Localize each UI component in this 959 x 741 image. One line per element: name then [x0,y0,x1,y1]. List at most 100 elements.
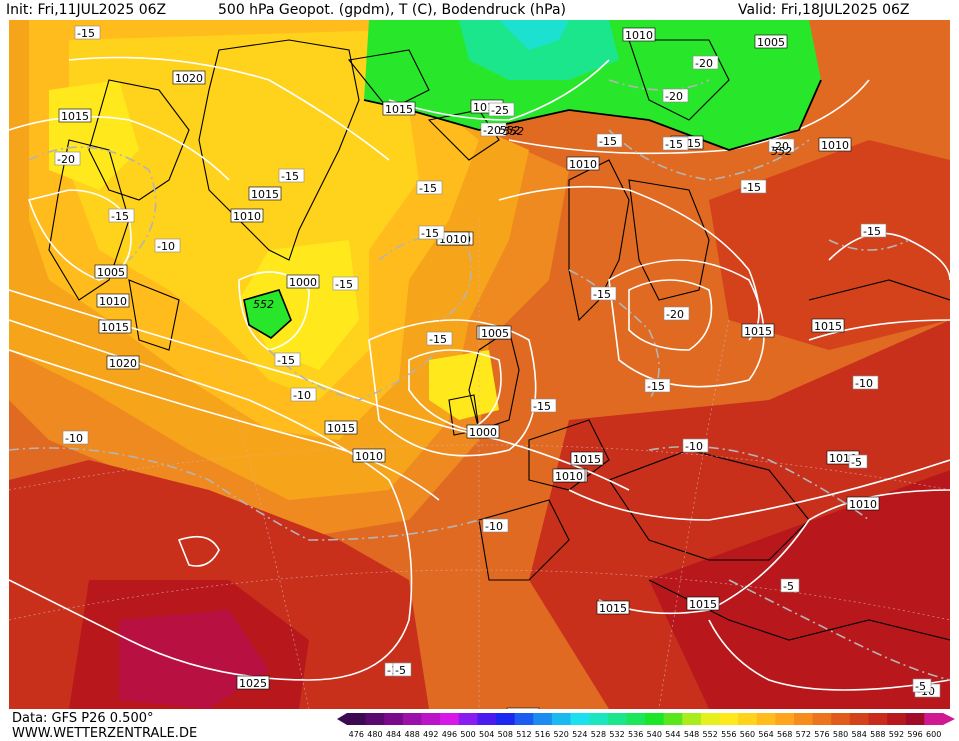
isobar-label: 1010 [352,448,386,463]
svg-text:-15: -15 [863,225,881,238]
colorbar-swatch [756,713,776,725]
valid-time: Valid: Fri,18JUL2025 06Z [738,2,910,18]
isobar-label: 1000 [466,424,500,439]
isobar-label: 1015 [98,319,132,334]
svg-text:-15: -15 [599,135,617,148]
colorbar-swatch [738,713,758,725]
temperature-label: -5 [848,454,868,469]
temperature-label: -10 [852,375,879,390]
temperature-label: -5 [780,578,800,593]
isobar-label: 1010 [506,707,540,709]
svg-text:-25: -25 [491,104,509,117]
geopot-contour-552 [363,79,822,151]
colorbar-swatch [384,713,404,725]
temperature-label: -15 [74,25,101,40]
temperature-lines [9,79,950,681]
svg-text:1000: 1000 [469,426,497,439]
colorbar-tick-label: 480 [367,730,382,739]
isobar-label: 1005 [754,34,788,49]
colorbar-tick-label: 588 [870,730,885,739]
colorbar-swatch [551,713,571,725]
svg-text:-15: -15 [277,354,295,367]
colorbar-swatch [682,713,702,725]
svg-text:1010: 1010 [555,470,583,483]
svg-text:-10: -10 [685,440,703,453]
colorbar-swatch [440,713,460,725]
temperature-label: -20 [480,122,507,137]
colorbar-tick-label: 552 [703,730,718,739]
svg-text:1015: 1015 [744,325,772,338]
temperature-label: -20 [54,151,81,166]
svg-text:1015: 1015 [251,188,279,201]
colorbar-swatch [514,713,534,725]
isobar-label: 1010 [96,293,130,308]
svg-text:1005: 1005 [481,327,509,340]
svg-text:-5: -5 [783,580,794,593]
temperature-label: -10 [62,430,89,445]
svg-text:1020: 1020 [109,357,137,370]
svg-text:1015: 1015 [599,602,627,615]
temperature-label: -20 [692,55,719,70]
isobar-label: 1015 [596,600,630,615]
colorbar-tick-label: 492 [423,730,438,739]
colorbar-tick-label: 488 [405,730,420,739]
svg-text:-20: -20 [695,57,713,70]
geopot-label: 552 [253,298,274,311]
svg-text:1015: 1015 [327,422,355,435]
isobar-label: 1005 [94,264,128,279]
isobar-label: 1015 [686,596,720,611]
isobar-label: 1015 [811,318,845,333]
svg-text:1010: 1010 [569,158,597,171]
colorbar-swatch [663,713,683,725]
temperature-label: -10 [290,387,317,402]
weather-map: 1020 1015 1015 1010 1005 1010 1015 1020 1015 1010… [9,20,950,709]
isobar-label: 1025 [236,675,270,690]
colorbar-tick-label: 560 [740,730,755,739]
svg-text:1015: 1015 [814,320,842,333]
svg-text:-20: -20 [483,124,501,137]
svg-text:-20: -20 [666,308,684,321]
colorbar-tick-label: 520 [554,730,569,739]
isobar-label: 1015 [741,323,775,338]
website-credit: WWW.WETTERZENTRALE.DE [12,726,198,741]
colorbar-tick-label: 584 [852,730,867,739]
svg-text:1010: 1010 [233,210,261,223]
svg-text:1010: 1010 [439,233,467,246]
svg-text:-15: -15 [281,170,299,183]
isobar-label: 1015 [570,451,604,466]
colorbar-tick-label: 484 [386,730,401,739]
isobar-label: 1010 [566,156,600,171]
temperature-label: -15 [418,225,445,240]
colorbar-swatch [905,713,925,725]
svg-text:1010: 1010 [821,139,849,152]
colorbar-swatch [458,713,478,725]
temperature-label: -15 [662,136,689,151]
colorbar-tick-label: 600 [926,730,941,739]
colorbar-swatch [421,713,441,725]
svg-text:1020: 1020 [175,72,203,85]
colorbar-swatch [570,713,590,725]
colorbar-tick-label: 476 [349,730,364,739]
svg-text:-15: -15 [593,288,611,301]
svg-text:1010: 1010 [99,295,127,308]
coastlines [48,39,950,641]
temperature-label: -10 [154,238,181,253]
isobar-label: 1005 [478,325,512,340]
isobar-label: 1010 [818,137,852,152]
svg-text:-15: -15 [335,278,353,291]
svg-text:-15: -15 [665,138,683,151]
data-source: Data: GFS P26 0.500° [12,711,154,726]
colorbar-tick-label: 500 [460,730,475,739]
svg-text:-5: -5 [915,680,926,693]
svg-text:-5: -5 [851,456,862,469]
svg-text:552: 552 [499,124,520,137]
colorbar-legend: 476 480 484 488 492 496 500 504 508 512 516 520 524 5… [337,713,955,739]
colorbar-tick-label: 532 [609,730,624,739]
temperature-label: -15 [740,179,767,194]
colorbar-tick-label: 528 [591,730,606,739]
isobar-label: 1010 [436,231,470,246]
colorbar-swatch [365,713,385,725]
svg-text:-15: -15 [77,27,95,40]
svg-text:1015: 1015 [101,321,129,334]
svg-text:-20: -20 [771,140,789,153]
